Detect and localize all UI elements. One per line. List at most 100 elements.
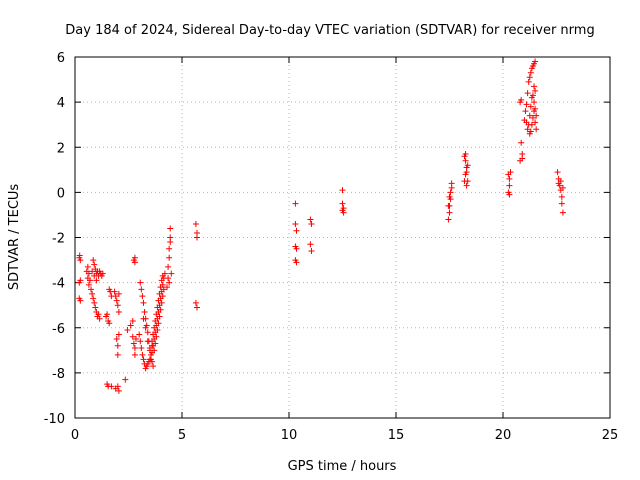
data-point [448,180,455,187]
data-point [157,306,164,313]
data-point [527,128,534,135]
data-point [446,193,453,200]
data-point [149,338,156,345]
data-point [111,288,118,295]
data-point [113,336,120,343]
data-point [144,329,151,336]
data-point [129,333,136,340]
data-point [88,286,95,293]
data-point [152,340,159,347]
data-point [533,112,540,119]
data-point [293,245,300,252]
data-point [463,182,470,189]
data-point [140,315,147,322]
data-point [559,184,566,191]
x-axis-label: GPS time / hours [288,459,397,474]
data-point [124,327,131,334]
data-point [151,324,158,331]
x-tick-label: 10 [281,428,298,443]
data-point [164,284,171,291]
y-tick-label: 0 [57,186,65,201]
data-point [308,220,315,227]
data-point [115,308,122,315]
data-point [293,227,300,234]
data-point [115,290,122,297]
chart-title: Day 184 of 2024, Sidereal Day-to-day VTE… [65,23,594,38]
data-point [153,333,160,340]
x-tick-label: 20 [495,428,512,443]
data-point [524,126,531,133]
y-tick-label: -6 [52,322,65,337]
data-point [531,108,538,115]
y-tick-label: 4 [57,96,65,111]
data-point [531,99,538,106]
data-point [114,351,121,358]
data-point [445,202,452,209]
data-points [76,58,566,394]
data-point [158,299,165,306]
data-point [166,279,173,286]
data-point [167,234,174,241]
data-point [165,275,172,282]
data-point [160,286,167,293]
data-point [77,297,84,304]
data-point [167,225,174,232]
data-point [86,277,93,284]
data-point [292,220,299,227]
data-point [154,327,161,334]
data-point [463,169,470,176]
data-point [165,263,172,270]
data-point [193,234,200,241]
data-point [292,200,299,207]
data-point [122,376,129,383]
data-point [506,191,513,198]
data-point [157,284,164,291]
data-point [103,313,110,320]
data-point [92,304,99,311]
data-point [522,108,529,115]
data-point [526,112,533,119]
data-point [446,209,453,216]
data-point [137,279,144,286]
x-tick-label: 5 [178,428,186,443]
data-point [77,257,84,264]
data-point [147,356,154,363]
data-point [307,216,314,223]
data-point [127,322,134,329]
data-point [153,311,160,318]
data-point [91,272,98,279]
data-point [464,178,471,185]
data-point [506,175,513,182]
x-tick-label: 25 [602,428,619,443]
data-point [108,383,115,390]
data-point [166,245,173,252]
y-tick-label: -2 [52,232,65,247]
data-point [91,261,98,268]
data-point [531,83,538,90]
x-tick-label: 0 [71,428,79,443]
y-tick-label: -10 [44,412,65,427]
data-point [507,169,514,176]
data-point [518,96,525,103]
data-point [528,121,535,128]
data-point [130,340,137,347]
data-point [140,299,147,306]
tick-layer: 0 5 10 15 20 25 -10 -8 -6 -4 -2 0 2 4 6 [44,51,619,443]
data-point [192,220,199,227]
data-point [462,157,469,164]
data-point [464,162,471,169]
data-point [140,356,147,363]
data-point [529,92,536,99]
data-point [129,317,136,324]
data-point [527,103,534,110]
data-point [533,126,540,133]
data-point [114,342,121,349]
data-point [77,277,84,284]
data-point [139,293,146,300]
data-point [307,241,314,248]
data-point [523,101,530,108]
data-point [131,345,138,352]
data-point [532,119,539,126]
data-point [558,200,565,207]
data-point [506,182,513,189]
